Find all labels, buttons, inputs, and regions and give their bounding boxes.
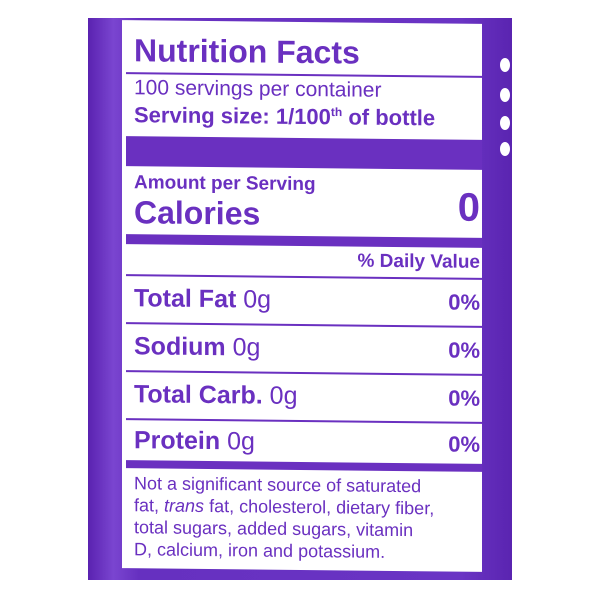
divider bbox=[126, 418, 482, 424]
footnote-line: Not a significant source of saturated bbox=[134, 473, 422, 497]
divider bbox=[126, 274, 482, 280]
footnote-text: fat, bbox=[134, 495, 160, 516]
nutrient-dv: 0% bbox=[448, 385, 480, 411]
medium-divider bbox=[126, 234, 482, 248]
perforation-dot bbox=[500, 88, 510, 102]
thick-divider bbox=[126, 136, 482, 170]
serving-size-suffix: of bottle bbox=[348, 104, 436, 131]
divider bbox=[126, 322, 482, 328]
nutrient-dv: 0% bbox=[448, 337, 480, 363]
perforation-dot bbox=[500, 58, 510, 72]
footnote-text: fat, cholesterol, dietary fiber, bbox=[209, 496, 435, 519]
serving-size-label: Serving size: bbox=[134, 102, 270, 129]
nutrient-dv: 0% bbox=[448, 431, 480, 457]
footnote-line: fat, trans fat, cholesterol, dietary fib… bbox=[134, 494, 434, 519]
serving-size: Serving size: 1/100th of bottle bbox=[134, 102, 435, 131]
nutrient-name: Protein bbox=[134, 426, 221, 456]
serving-size-value: 1/100 bbox=[275, 103, 331, 130]
perforation-dot bbox=[500, 116, 510, 130]
nutrient-amount: 0g bbox=[243, 285, 272, 314]
nutrient-amount: 0g bbox=[269, 381, 298, 410]
footnote-line: D, calcium, iron and potassium. bbox=[134, 539, 386, 562]
servings-per-container: 100 servings per container bbox=[134, 76, 382, 102]
nutrient-name: Total Carb. bbox=[134, 380, 263, 410]
serving-size-sup: th bbox=[330, 104, 343, 120]
nutrient-amount: 0g bbox=[232, 333, 261, 362]
footnote-italic: trans bbox=[164, 495, 205, 516]
footnote: Not a significant source of saturated fa… bbox=[134, 472, 434, 563]
nutrient-row: Protein 0g bbox=[134, 426, 255, 456]
nutrition-facts-label: Nutrition Facts 100 servings per contain… bbox=[122, 20, 482, 572]
footnote-line: total sugars, added sugars, vitamin bbox=[134, 517, 414, 541]
perforation-dot bbox=[500, 142, 510, 156]
nutrient-name: Total Fat bbox=[134, 284, 237, 314]
nutrient-row: Sodium 0g bbox=[134, 332, 260, 362]
calories-value: 0 bbox=[457, 185, 480, 230]
label-title: Nutrition Facts bbox=[134, 32, 360, 71]
medium-divider bbox=[126, 460, 482, 472]
nutrient-name: Sodium bbox=[134, 332, 226, 362]
amount-per-serving: Amount per Serving bbox=[134, 172, 316, 196]
nutrient-row: Total Carb. 0g bbox=[134, 380, 297, 411]
calories-label: Calories bbox=[134, 194, 261, 232]
divider bbox=[126, 370, 482, 376]
nutrient-amount: 0g bbox=[227, 427, 255, 456]
nutrient-row: Total Fat 0g bbox=[134, 284, 271, 314]
nutrient-dv: 0% bbox=[448, 289, 480, 315]
daily-value-header: % Daily Value bbox=[357, 250, 480, 273]
